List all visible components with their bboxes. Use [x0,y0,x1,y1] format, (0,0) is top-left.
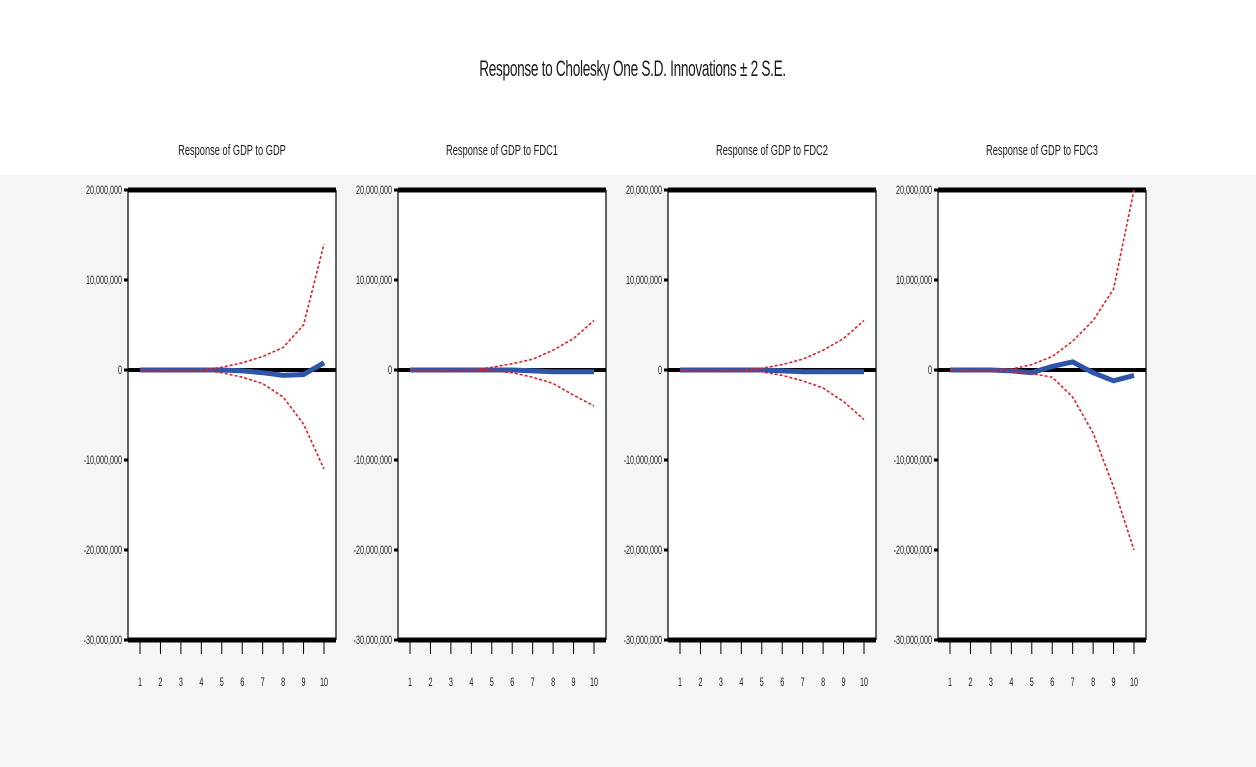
x-tick-label: 3 [449,676,453,689]
y-tick-label: 10,000,000 [86,274,122,287]
y-tick-label: -30,000,000 [84,634,123,647]
x-tick-label: 8 [821,676,825,689]
plot-area [668,190,876,640]
plot-area [398,190,606,640]
y-tick-label: -10,000,000 [84,454,123,467]
lower-band-line [140,369,325,470]
x-tick-label: 9 [572,676,576,689]
y-tick-label: 10,000,000 [896,274,932,287]
y-tick-label: 0 [928,364,932,377]
x-tick-label: 5 [490,676,494,689]
y-tick-label: 0 [118,364,122,377]
y-tick-label: 0 [388,364,392,377]
y-tick-label: -30,000,000 [624,634,663,647]
y-tick-label: -20,000,000 [894,544,933,557]
panel-title: Response of GDP to GDP [178,142,286,159]
x-tick-label: 4 [469,676,473,689]
x-tick-label: 7 [801,676,805,689]
panel-title: Response of GDP to FDC1 [446,142,558,159]
y-tick-label: 10,000,000 [626,274,662,287]
x-tick-label: 2 [698,676,702,689]
x-tick-label: 4 [1009,676,1013,689]
x-tick-label: 6 [1050,676,1054,689]
x-tick-label: 9 [842,676,846,689]
x-tick-label: 1 [138,676,142,689]
x-tick-label: 2 [428,676,432,689]
plot-area [938,190,1146,640]
lower-band-line [680,369,865,421]
y-tick-label: 20,000,000 [626,184,662,197]
y-tick-label: -10,000,000 [354,454,393,467]
y-tick-label: -20,000,000 [84,544,123,557]
x-tick-label: 3 [179,676,183,689]
panel-2: Response of GDP to FDC1 20,000,000 10,000,… [354,142,607,690]
x-tick-label: 9 [1112,676,1116,689]
x-tick-label: 7 [531,676,535,689]
panel-3: Response of GDP to FDC2 20,000,000 10,000,… [624,142,877,690]
x-tick-label: 9 [302,676,306,689]
y-tick-label: -10,000,000 [624,454,663,467]
lower-band-line [950,369,1135,551]
x-tick-label: 1 [408,676,412,689]
y-tick-label: 20,000,000 [86,184,122,197]
x-tick-label: 3 [989,676,993,689]
x-tick-label: 2 [158,676,162,689]
x-tick-label: 8 [281,676,285,689]
x-tick-label: 1 [948,676,952,689]
x-tick-label: 5 [220,676,224,689]
x-tick-label: 6 [240,676,244,689]
x-tick-label: 4 [199,676,203,689]
y-tick-label: -30,000,000 [894,634,933,647]
panel-title: Response of GDP to FDC2 [716,142,828,159]
y-tick-label: 0 [658,364,662,377]
lower-band-line [410,369,595,407]
x-tick-label: 5 [1030,676,1034,689]
x-tick-label: 10 [1130,676,1138,689]
x-tick-label: 5 [760,676,764,689]
x-tick-label: 10 [590,676,598,689]
x-tick-label: 10 [860,676,868,689]
panel-title: Response of GDP to FDC3 [986,142,1098,159]
x-tick-label: 10 [320,676,328,689]
y-tick-label: 20,000,000 [356,184,392,197]
x-tick-label: 8 [1091,676,1095,689]
x-tick-label: 6 [780,676,784,689]
y-tick-label: 20,000,000 [896,184,932,197]
x-tick-label: 7 [261,676,265,689]
panel-4: Response of GDP to FDC3 20,000,000 10,000,… [894,142,1147,690]
y-tick-label: -20,000,000 [624,544,663,557]
panel-1: Response of GDP to GDP 20,000,000 10,000,0… [84,142,337,690]
x-tick-label: 7 [1071,676,1075,689]
y-tick-label: -10,000,000 [894,454,933,467]
x-tick-label: 8 [551,676,555,689]
x-tick-label: 6 [510,676,514,689]
y-tick-label: 10,000,000 [356,274,392,287]
plot-area [128,190,336,640]
y-tick-label: -20,000,000 [354,544,393,557]
x-tick-label: 3 [719,676,723,689]
x-tick-label: 1 [678,676,682,689]
x-tick-label: 2 [968,676,972,689]
x-tick-label: 4 [739,676,743,689]
y-tick-label: -30,000,000 [354,634,393,647]
main-title: Response to Cholesky One S.D. Innovation… [479,56,786,81]
